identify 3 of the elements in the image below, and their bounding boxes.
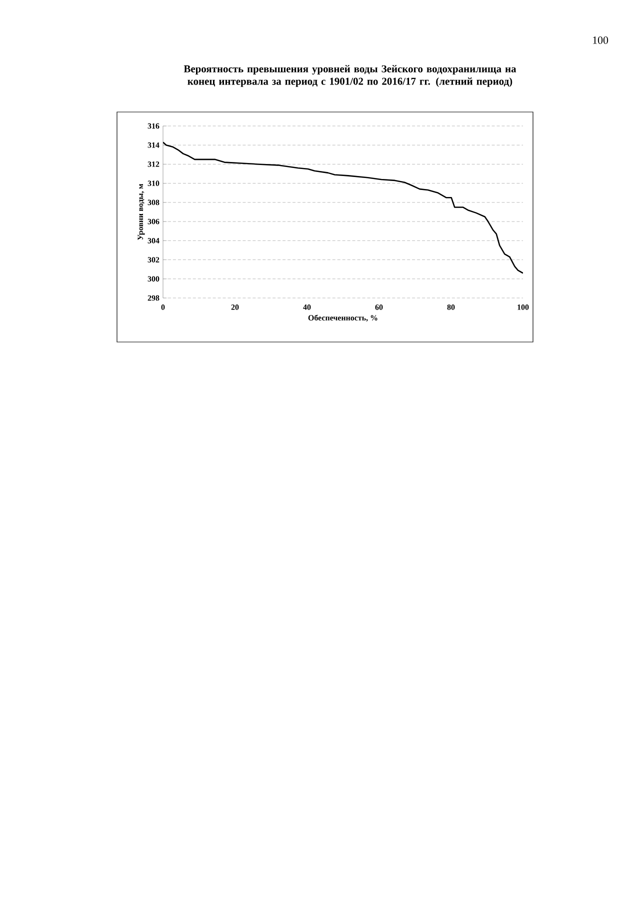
text: 100 xyxy=(593,36,608,44)
line-series xyxy=(163,142,524,274)
chart-title: Вероятность превышения уровней воды Зейского водохранилища на конец интервала за период с 1901/02 по 2016/17 гг. (летний период) xyxy=(184,65,516,87)
